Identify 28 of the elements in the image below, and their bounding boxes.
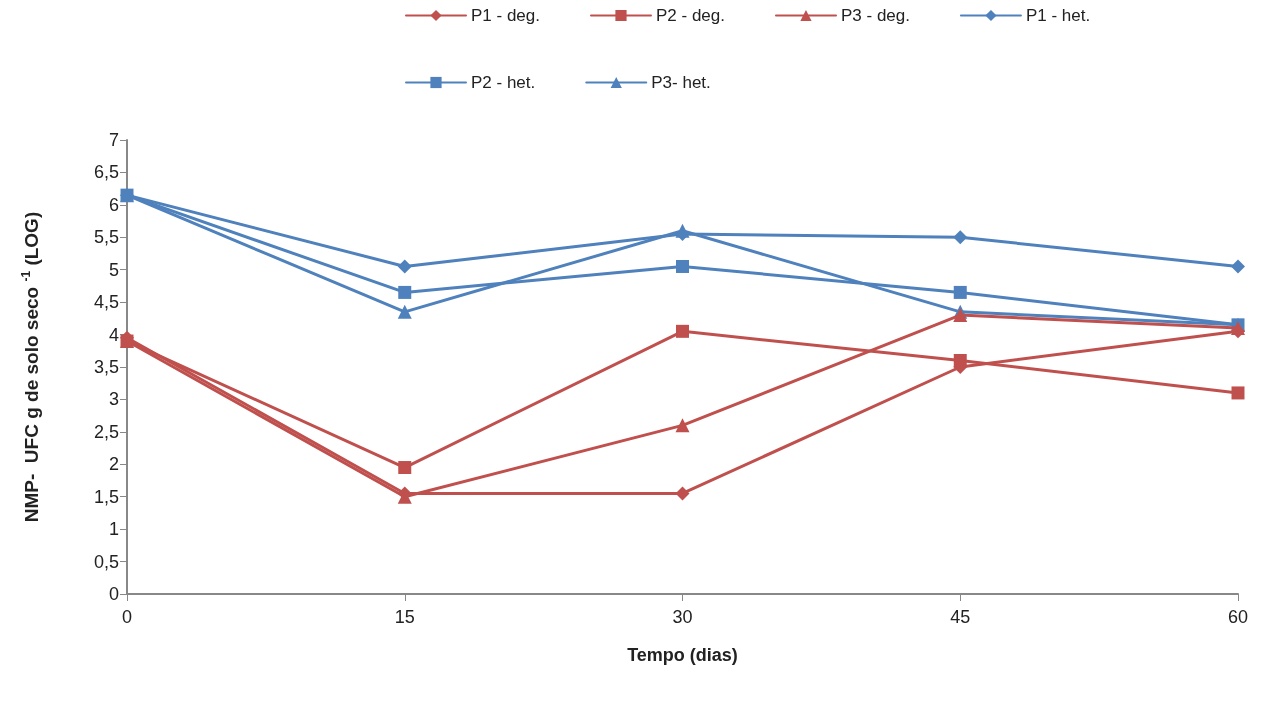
y-tick-label: 6 [108,194,119,215]
y-tick-label: 0,5 [93,551,119,572]
y-tick-label: 2 [108,454,119,475]
x-tick-label: 15 [394,607,415,627]
y-tick-label: 5,5 [93,227,119,248]
y-tick-label: 4,5 [93,292,119,313]
y-tick-label: 7 [108,130,119,150]
y-tick-label: 4 [108,324,119,345]
legend-label: P3- het. [651,73,711,92]
y-tick-label: 1,5 [93,486,119,507]
x-tick-label: 0 [121,607,133,627]
y-tick-label: 6,5 [93,162,119,183]
x-tick-label: 60 [1227,607,1249,627]
y-tick-label: 0 [108,584,119,604]
legend-label: P2 - het. [471,73,536,92]
legend-label: P1 - deg. [471,6,540,25]
x-axis-title: Tempo (dias) [627,645,738,665]
y-tick-label: 3 [108,389,119,410]
legend-label: P2 - deg. [655,6,725,25]
y-tick-label: 5 [108,259,119,280]
legend-label: P3 - deg. [840,6,910,25]
y-axis-title: NMP- UFC g de solo seco -1 (LOG) [19,211,42,523]
legend-label: P1 - het. [1025,6,1091,25]
x-tick-label: 45 [950,607,971,627]
x-tick-label: 30 [672,607,693,627]
y-tick-label: 2,5 [93,421,119,442]
y-tick-label: 3,5 [93,357,119,377]
y-tick-label: 1 [108,519,119,540]
